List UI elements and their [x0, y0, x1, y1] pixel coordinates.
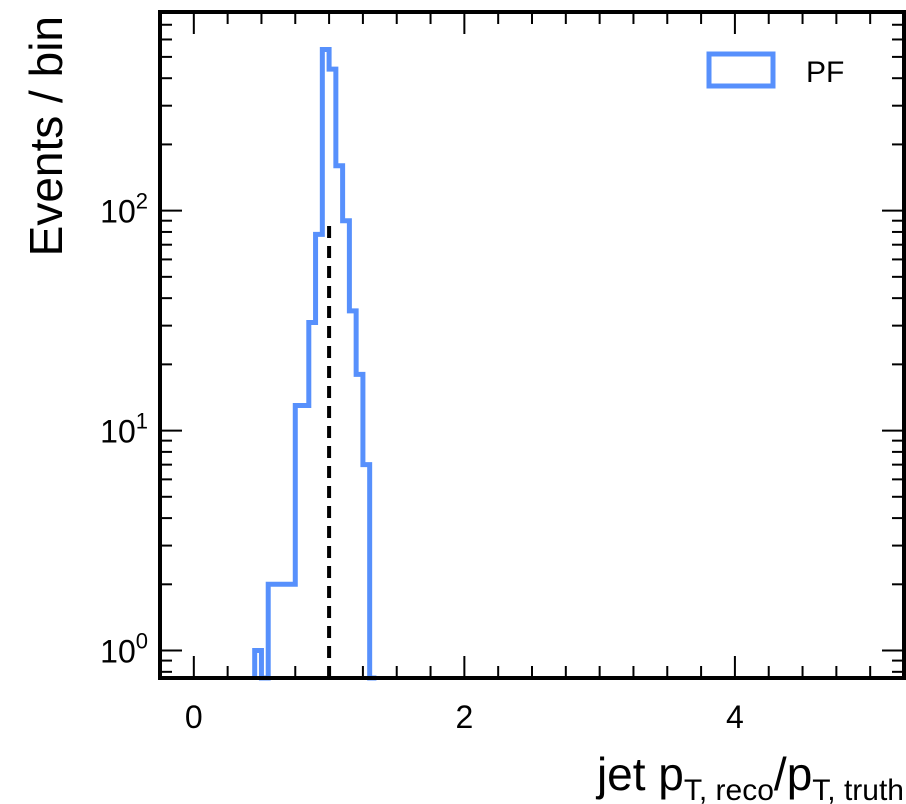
legend-swatch [706, 51, 776, 89]
x-tick-label: 0 [185, 699, 203, 735]
ticks-layer [159, 11, 905, 678]
y-tick-label: 101 [100, 409, 148, 450]
y-tick-label: 100 [100, 629, 148, 670]
legend: PF [706, 51, 844, 89]
histogram-step-line-pf [252, 47, 377, 681]
x-tick-label: 4 [726, 699, 744, 735]
y-axis-title: Events / bin [20, 16, 72, 256]
plot-frame [158, 10, 906, 680]
data-layer [252, 47, 377, 681]
x-axis-title-sub1: T, reco [684, 774, 774, 804]
legend-label: PF [806, 56, 844, 89]
x-axis-title-base: jet p [595, 748, 684, 800]
labels-layer: 0 2 4 100 101 102 [100, 189, 744, 735]
y-tick-label: 102 [100, 189, 148, 230]
x-axis-title-slash: /p [774, 748, 812, 800]
x-axis-title: jet pT, reco/pT, truth [595, 748, 904, 804]
x-tick-label: 2 [455, 699, 473, 735]
x-axis-title-sub2: T, truth [812, 774, 904, 804]
